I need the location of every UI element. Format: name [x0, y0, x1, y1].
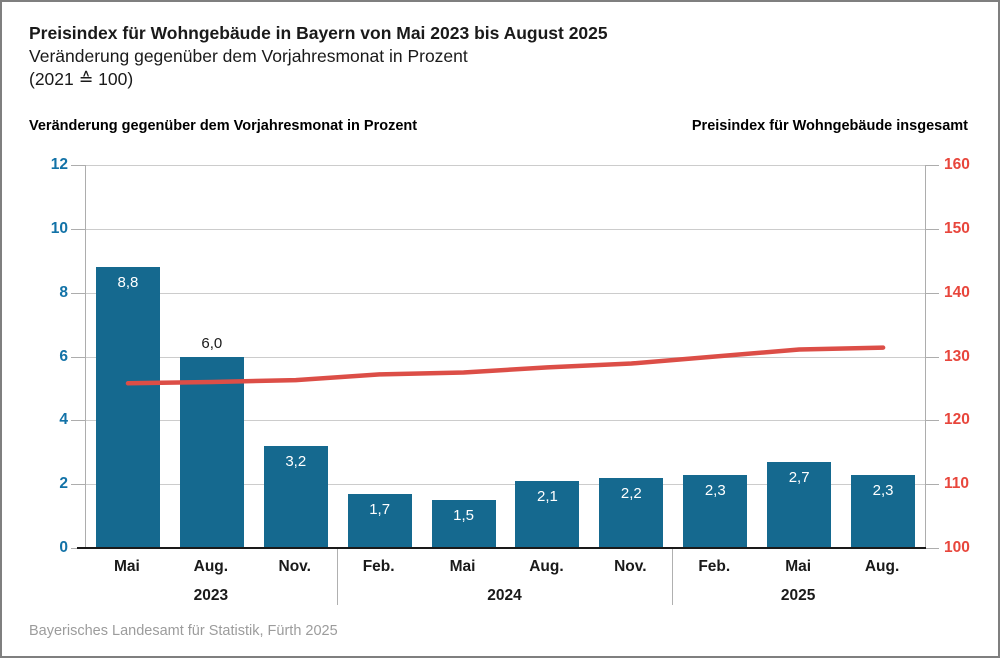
bar-Aug-9	[851, 474, 916, 548]
x-axis-month-label: Aug.	[193, 558, 229, 575]
right-axis-tick	[925, 165, 939, 166]
right-axis-tick	[925, 356, 939, 358]
x-axis-month-label: Aug.	[864, 558, 900, 575]
chart-subtitle-base-year: (2021 ≙ 100)	[29, 69, 134, 89]
left-axis-tick	[71, 420, 85, 422]
bar-value-label: 2,3	[704, 481, 726, 499]
x-axis-year-label: 2024	[487, 587, 522, 604]
left-axis-tick-label: 8	[59, 283, 68, 301]
right-axis-tick-label: 160	[944, 156, 970, 173]
right-axis-tick-label: 120	[944, 411, 970, 429]
right-axis-tick-label: 130	[944, 347, 970, 365]
left-axis-tick-label: 10	[50, 219, 68, 237]
bar-value-label: 1,5	[453, 507, 474, 525]
gridline	[86, 165, 925, 166]
left-axis-tick	[71, 165, 85, 166]
x-axis-month-label: Nov.	[614, 558, 647, 575]
left-axis-tick	[71, 356, 85, 358]
gridline	[86, 228, 925, 230]
left-axis-tick	[71, 228, 85, 230]
left-axis-tick	[71, 292, 85, 294]
x-axis-month-label: Aug.	[529, 558, 564, 575]
right-axis-tick	[925, 292, 939, 294]
left-axis-tick-label: 0	[59, 539, 68, 556]
bar-value-label: 8,8	[117, 274, 139, 292]
bar-Aug-5	[515, 480, 580, 548]
gridline	[86, 420, 925, 422]
bar-value-label: 2,7	[788, 468, 810, 486]
right-axis-tick-label: 150	[944, 219, 970, 237]
right-axis-tick	[925, 548, 939, 549]
x-axis-line	[77, 547, 926, 549]
bar-value-label: 6,0	[201, 334, 223, 352]
x-axis-year-label: 2025	[780, 587, 816, 604]
right-axis-title: Preisindex für Wohngebäude insgesamt	[691, 118, 968, 134]
x-axis-month-label: Mai	[114, 558, 140, 575]
right-axis-tick	[925, 484, 939, 486]
bar-value-label: 2,3	[872, 481, 894, 499]
year-group-separator	[336, 549, 338, 605]
left-axis-tick-label: 2	[59, 475, 68, 493]
plot-area: 8,8 6,0 3,2 1,7 1,5 2,1 2,2 2,3 2,7 2,3	[77, 165, 926, 549]
bar-value-label: 3,2	[285, 452, 307, 470]
bar-Mai-4	[431, 500, 496, 548]
gridline	[86, 484, 925, 486]
bar-Nov-2	[263, 445, 328, 548]
left-axis-tick-label: 12	[50, 156, 68, 173]
bar-value-label: 1,7	[369, 500, 391, 518]
bar-Feb-3	[347, 493, 412, 548]
left-axis-title: Veränderung gegenüber dem Vorjahresmonat…	[29, 118, 418, 134]
right-axis-tick	[925, 420, 939, 422]
bar-Nov-6	[599, 477, 664, 548]
title-block: Preisindex für Wohngebäude in Bayern von…	[29, 22, 608, 91]
right-axis-tick-label: 110	[944, 475, 970, 493]
x-axis-year-label: 2023	[193, 587, 229, 604]
year-group-separator	[672, 549, 674, 605]
bar-value-label: 2,2	[620, 484, 642, 502]
chart-title: Preisindex für Wohngebäude in Bayern von…	[29, 23, 608, 43]
right-axis-tick-label: 140	[944, 283, 970, 301]
x-axis-month-label: Feb.	[698, 558, 731, 575]
bar-value-label: 2,1	[537, 487, 558, 505]
bar-Feb-7	[683, 474, 748, 548]
x-axis-month-label: Mai	[449, 558, 476, 575]
left-axis-tick	[71, 484, 85, 486]
gridline	[86, 292, 925, 294]
left-axis-tick-label: 4	[59, 411, 68, 429]
right-axis-tick	[925, 228, 939, 230]
source-note: Bayerisches Landesamt für Statistik, Für…	[29, 623, 338, 639]
left-axis-tick-label: 6	[59, 347, 68, 365]
x-axis-month-label: Mai	[785, 558, 812, 575]
x-axis-month-label: Nov.	[278, 558, 311, 575]
bar-Aug-1	[179, 356, 244, 548]
bar-Mai-8	[767, 461, 832, 548]
x-axis-month-label: Feb.	[362, 558, 395, 575]
right-axis-tick-label: 100	[944, 539, 970, 556]
bar-Mai-0	[95, 267, 160, 548]
chart-subtitle: Veränderung gegenüber dem Vorjahresmonat…	[29, 46, 468, 66]
